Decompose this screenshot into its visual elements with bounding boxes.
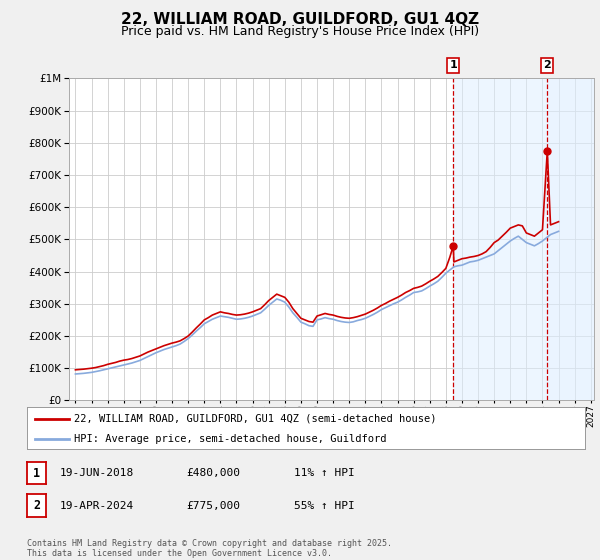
Text: 22, WILLIAM ROAD, GUILDFORD, GU1 4QZ: 22, WILLIAM ROAD, GUILDFORD, GU1 4QZ xyxy=(121,12,479,27)
Text: 1: 1 xyxy=(449,60,457,71)
Bar xyxy=(453,78,547,400)
Bar xyxy=(547,78,594,400)
Text: 55% ↑ HPI: 55% ↑ HPI xyxy=(294,501,355,511)
Text: £480,000: £480,000 xyxy=(186,468,240,478)
Text: 2: 2 xyxy=(544,60,551,71)
Text: 2: 2 xyxy=(33,499,40,512)
Text: 22, WILLIAM ROAD, GUILDFORD, GU1 4QZ (semi-detached house): 22, WILLIAM ROAD, GUILDFORD, GU1 4QZ (se… xyxy=(74,414,437,424)
Text: 1: 1 xyxy=(33,466,40,480)
Text: 11% ↑ HPI: 11% ↑ HPI xyxy=(294,468,355,478)
Text: 19-JUN-2018: 19-JUN-2018 xyxy=(60,468,134,478)
Text: Contains HM Land Registry data © Crown copyright and database right 2025.
This d: Contains HM Land Registry data © Crown c… xyxy=(27,539,392,558)
Text: 19-APR-2024: 19-APR-2024 xyxy=(60,501,134,511)
Text: £775,000: £775,000 xyxy=(186,501,240,511)
Text: Price paid vs. HM Land Registry's House Price Index (HPI): Price paid vs. HM Land Registry's House … xyxy=(121,25,479,38)
Text: HPI: Average price, semi-detached house, Guildford: HPI: Average price, semi-detached house,… xyxy=(74,433,387,444)
